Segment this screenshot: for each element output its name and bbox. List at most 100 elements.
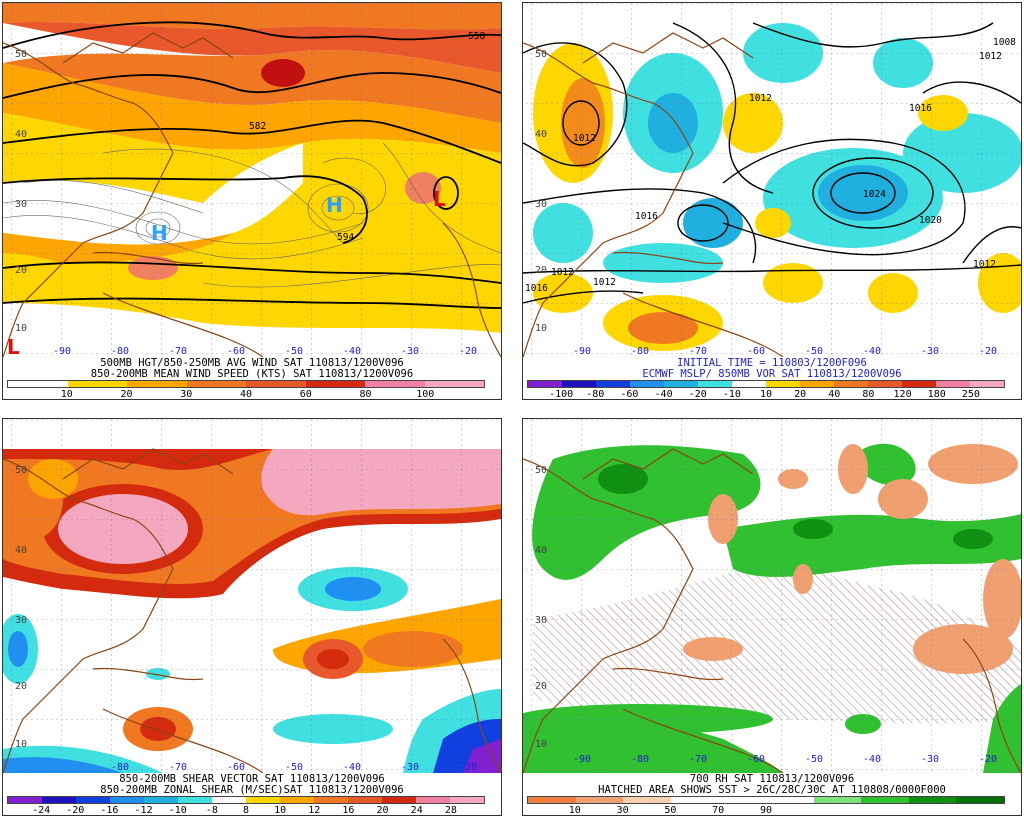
mslp-vorticity-panel: 1012 1008 1012 1016 1012 1024 1020 1016 … [522, 2, 1022, 400]
panel-caption-line1: 500MB HGT/850-250MB AVG WIND SAT 110813/… [100, 357, 404, 369]
colorbar-tick-label: 30 [180, 389, 193, 400]
colorbar-segment [314, 797, 348, 803]
colorbar-segment [8, 381, 68, 387]
colorbar-segment [623, 797, 671, 803]
colorbar-segment [424, 381, 484, 387]
colorbar-tick-label: -16 [100, 805, 119, 816]
panel-caption-line2: HATCHED AREA SHOWS SST > 26C/28C/30C AT … [598, 784, 946, 796]
colorbar-segment [868, 381, 902, 387]
colorbar-segment [246, 797, 280, 803]
colorbar-tick-label: 250 [961, 389, 980, 400]
lon-label: -20 [979, 754, 998, 765]
panel-caption-line1: 850-200MB SHEAR VECTOR SAT 110813/1200V0… [119, 773, 385, 785]
colorbar-tick-label: 20 [120, 389, 133, 400]
colorbar-tick-label: 180 [927, 389, 946, 400]
colorbar-segment [800, 381, 834, 387]
contour-label: 1016 [525, 283, 548, 294]
colorbar-segment [698, 381, 732, 387]
lon-label: -20 [459, 346, 478, 357]
colorbar-tick-label: -40 [654, 389, 673, 400]
colorbar [527, 380, 1005, 388]
colorbar-segment [834, 381, 868, 387]
lat-label: 30 [15, 615, 28, 626]
contour-label: 1012 [979, 51, 1002, 62]
colorbar-tick-label: -20 [66, 805, 85, 816]
mslp-vorticity-map [523, 3, 1021, 357]
colorbar-segment [766, 381, 800, 387]
lon-label: -30 [921, 346, 940, 357]
colorbar-segment [450, 797, 484, 803]
lon-label: -40 [343, 346, 362, 357]
high-pressure-symbol: H [326, 193, 343, 217]
panel-caption-line2: 850-200MB ZONAL SHEAR (M/SEC)SAT 110813/… [100, 784, 404, 796]
lon-label: -80 [111, 346, 130, 357]
colorbar-tick-label: -10 [722, 389, 741, 400]
colorbar-tick-label: 70 [712, 805, 725, 816]
colorbar-tick-label: 100 [416, 389, 435, 400]
colorbar-segment [280, 797, 314, 803]
lon-label: -80 [631, 754, 650, 765]
lon-label: -40 [863, 754, 882, 765]
lon-label: -90 [573, 346, 592, 357]
lon-label: -30 [401, 762, 420, 773]
colorbar-segment [765, 797, 814, 803]
colorbar-tick-label: 10 [274, 805, 287, 816]
lon-label: -20 [979, 346, 998, 357]
lon-label: -80 [631, 346, 650, 357]
colorbar-segment [144, 797, 178, 803]
colorbar-segment [67, 381, 127, 387]
lon-label: -40 [343, 762, 362, 773]
lon-label: -40 [863, 346, 882, 357]
colorbar-segment [186, 381, 246, 387]
low-pressure-symbol: L [7, 335, 20, 359]
lon-label: -70 [689, 346, 708, 357]
colorbar-tick-label: 60 [299, 389, 312, 400]
lon-label: -90 [53, 346, 72, 357]
lat-label: 30 [15, 199, 28, 210]
lat-label: 50 [535, 49, 548, 60]
high-pressure-symbol: H [151, 221, 168, 245]
lat-label: 10 [15, 739, 28, 750]
lon-label: -60 [227, 346, 246, 357]
lon-label: -60 [747, 346, 766, 357]
colorbar-tick-label: 20 [376, 805, 389, 816]
lon-label: -30 [921, 754, 940, 765]
colorbar-tick-label: -80 [586, 389, 605, 400]
colorbar-segment [630, 381, 664, 387]
lon-label: -50 [285, 346, 304, 357]
colorbar-tick-label: 40 [239, 389, 253, 400]
lat-label: 50 [535, 465, 548, 476]
lat-label: 10 [15, 323, 28, 334]
colorbar-segment [718, 797, 766, 803]
colorbar-tick-label: -24 [32, 805, 51, 816]
colorbar-tick-label: 20 [794, 389, 807, 400]
lat-label: 40 [535, 545, 548, 556]
colorbar-segment [76, 797, 110, 803]
colorbar-tick-label: -100 [549, 389, 574, 400]
zonal-shear-panel: 50 40 30 20 10 -80 -70 -60 -50 -40 -30 -… [2, 418, 502, 816]
panel-caption-line1: INITIAL TIME = 110803/1200F096 [677, 357, 867, 369]
colorbar-tick-label: -60 [620, 389, 639, 400]
colorbar-segment [178, 797, 212, 803]
contour-label: 1008 [993, 37, 1016, 48]
lon-label: -70 [169, 346, 188, 357]
contour-label: 1012 [749, 93, 772, 104]
colorbar [527, 796, 1005, 804]
wind-speed-map [3, 3, 501, 357]
colorbar-tick-label: 40 [828, 389, 841, 400]
colorbar-segment [575, 797, 624, 803]
lat-label: 10 [535, 739, 548, 750]
lat-label: 10 [535, 323, 548, 334]
colorbar-segment [956, 797, 1004, 803]
lat-label: 30 [535, 199, 548, 210]
colorbar-segment [861, 797, 909, 803]
panel-caption-line2: ECMWF MSLP/ 850MB VOR SAT 110813/1200V09… [642, 368, 902, 380]
lat-label: 20 [535, 681, 548, 692]
lon-label: -50 [285, 762, 304, 773]
colorbar-segment [528, 381, 562, 387]
lon-label: -60 [227, 762, 246, 773]
contour-label: 582 [249, 121, 267, 132]
contour-label: 1012 [593, 277, 616, 288]
colorbar-tick-label: 10 [759, 389, 773, 400]
colorbar-segment [382, 797, 416, 803]
